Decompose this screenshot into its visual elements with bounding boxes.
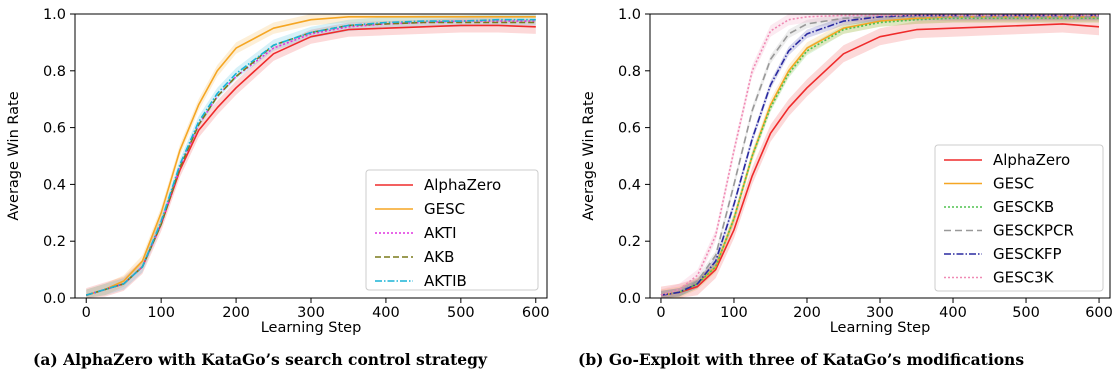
legend-label-gesckb: GESCKB <box>993 198 1054 216</box>
series-line-gesc3k <box>660 14 1099 296</box>
y-tick-label: 0.0 <box>43 291 66 307</box>
y-tick-label: 0.4 <box>618 177 641 193</box>
legend-label-gesc: GESC <box>424 200 465 218</box>
caption-b: (b) Go-Exploit with three of KataGo’s mo… <box>578 350 1025 369</box>
legend-label-gesckpcr: GESCKPCR <box>993 222 1074 240</box>
x-tick-label: 400 <box>372 305 400 321</box>
series-line-gesckpcr <box>660 16 1099 296</box>
series-line-gesckb <box>660 17 1099 296</box>
y-tick-label: 0.0 <box>618 291 641 307</box>
x-tick-label: 500 <box>1012 305 1040 321</box>
x-tick-label: 600 <box>1085 305 1113 321</box>
y-tick-label: 1.0 <box>618 7 641 23</box>
x-tick-label: 0 <box>656 305 665 321</box>
series-line-gesc <box>85 16 536 296</box>
y-tick-label: 0.8 <box>618 64 641 80</box>
x-tick-label: 100 <box>720 305 748 321</box>
x-axis-label: Learning Step <box>261 320 362 336</box>
y-tick-label: 0.4 <box>43 177 66 193</box>
y-tick-label: 0.2 <box>43 234 66 250</box>
series-band-gesc <box>86 14 536 298</box>
legend-box <box>934 144 1104 292</box>
x-tick-label: 600 <box>522 305 550 321</box>
x-axis-label: Learning Step <box>830 320 931 336</box>
caption-a: (a) AlphaZero with KataGo’s search contr… <box>33 350 487 369</box>
legend-label-gesc3k: GESC3K <box>993 269 1055 287</box>
legend-label-gesc: GESC <box>993 175 1034 193</box>
legend-label-gesckfp: GESCKFP <box>993 245 1062 263</box>
series-band-alphazero <box>86 18 536 299</box>
legend-label-alphazero: AlphaZero <box>993 151 1070 169</box>
series-line-alphazero <box>660 23 1100 296</box>
y-tick-label: 1.0 <box>43 7 66 23</box>
x-tick-label: 500 <box>447 305 475 321</box>
series-line-aktib <box>85 18 536 296</box>
x-tick-label: 300 <box>297 305 325 321</box>
x-tick-label: 400 <box>939 305 967 321</box>
chart-b: 0 100 200 300 400 500 600 0.0 0.2 0.4 0.6 0.8 1.0 Lea… <box>581 7 1113 336</box>
y-axis-label: Average Win Rate <box>581 91 597 220</box>
legend: AlphaZero GESC AKTI AKB AKTIB <box>365 169 539 291</box>
y-tick-label: 0.8 <box>43 64 66 80</box>
chart-a: 0 100 200 300 400 500 600 0.0 0.2 0.4 0.6 0.8 1.0 Lea… <box>6 7 550 336</box>
y-tick-label: 0.2 <box>618 234 641 250</box>
x-tick-label: 100 <box>147 305 175 321</box>
legend-box <box>365 169 539 291</box>
y-tick-label: 0.6 <box>43 121 66 137</box>
x-tick-label: 300 <box>866 305 894 321</box>
legend-label-akb: AKB <box>424 248 454 266</box>
y-axis-label: Average Win Rate <box>6 91 22 220</box>
x-tick-label: 200 <box>222 305 250 321</box>
legend-label-aktib: AKTIB <box>424 272 467 290</box>
series-band-gesckpcr <box>661 14 1099 298</box>
legend-label-akti: AKTI <box>424 224 457 242</box>
legend: AlphaZero GESC GESCKB GESCKPCR GESCKFP GESC3K <box>934 144 1104 292</box>
y-tick-label: 0.6 <box>618 121 641 137</box>
x-tick-label: 200 <box>793 305 821 321</box>
legend-label-alphazero: AlphaZero <box>424 176 501 194</box>
x-tick-label: 0 <box>82 305 91 321</box>
